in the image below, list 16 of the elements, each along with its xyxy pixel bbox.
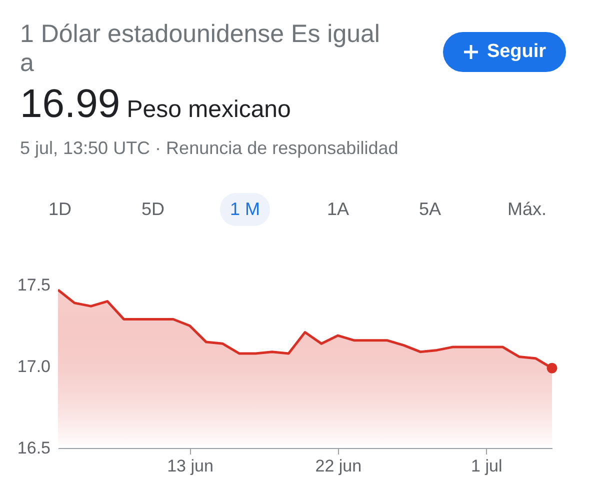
text: 5A bbox=[418, 198, 442, 221]
text: Seguir bbox=[486, 41, 546, 63]
text: Máx. bbox=[506, 198, 548, 221]
text: 1A bbox=[326, 198, 350, 221]
chart-subtitle: 16.99 Peso mexicano bbox=[20, 82, 291, 127]
chart-title: 1 Dólar estadounidense Es igual a bbox=[20, 20, 381, 78]
y-tick-label: 16.5 bbox=[17, 438, 50, 458]
text: 1 M bbox=[220, 193, 270, 226]
x-tick-label: 22 jun bbox=[315, 456, 362, 476]
y-tick-label: 17.0 bbox=[17, 357, 50, 376]
text: 5D bbox=[140, 198, 166, 221]
y-tick-label: 17.5 bbox=[17, 276, 50, 294]
text: 5 jul, 13:50 UTC · Renuncia de responsabilidad bbox=[20, 138, 398, 159]
x-tick-label: 13 jun bbox=[167, 456, 214, 476]
x-tick-label: 1 jul bbox=[471, 456, 502, 476]
text: 1D bbox=[48, 198, 72, 221]
